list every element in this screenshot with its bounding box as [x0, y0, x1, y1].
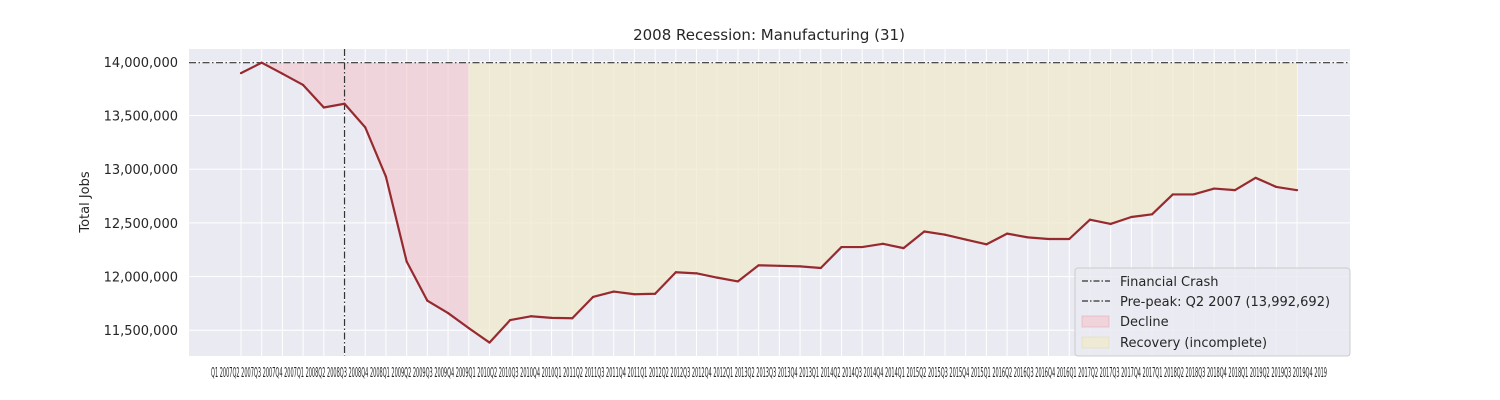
- data-point: [1026, 236, 1029, 239]
- data-point: [757, 264, 760, 267]
- data-point: [1192, 193, 1195, 196]
- data-point: [716, 276, 719, 279]
- y-tick-label: 12,500,000: [104, 217, 178, 232]
- recovery-region: [468, 62, 1297, 343]
- data-point: [840, 245, 843, 249]
- data-point: [1130, 215, 1133, 219]
- legend-label-pre-peak: Pre-peak: Q2 2007 (13,992,692): [1120, 295, 1330, 310]
- y-tick-label: 14,000,000: [104, 56, 178, 71]
- data-point: [571, 317, 574, 320]
- y-axis-ticks: 11,500,000 12,000,000 12,500,000 13,000,000…: [104, 56, 178, 339]
- data-point: [1213, 187, 1216, 190]
- data-point: [695, 272, 698, 275]
- data-point: [591, 295, 595, 299]
- data-point: [426, 299, 429, 302]
- decline-region: [261, 62, 469, 329]
- data-point: [343, 102, 346, 105]
- data-point: [322, 106, 325, 109]
- data-point: [633, 293, 636, 296]
- data-point: [281, 72, 284, 75]
- data-point: [1171, 193, 1174, 196]
- data-point: [529, 315, 532, 318]
- chart-title: 2008 Recession: Manufacturing (31): [633, 26, 905, 44]
- data-point: [923, 230, 926, 233]
- data-point: [1233, 189, 1236, 192]
- data-point: [1254, 176, 1257, 179]
- data-point: [985, 243, 988, 246]
- data-point: [1068, 237, 1071, 241]
- data-point: [1295, 189, 1299, 192]
- data-point: [260, 61, 263, 64]
- data-point: [1088, 218, 1092, 221]
- series-group: [239, 61, 1299, 344]
- data-point: [881, 242, 884, 245]
- y-tick-label: 12,000,000: [104, 271, 178, 286]
- data-point: [654, 292, 657, 295]
- data-point: [1109, 222, 1112, 226]
- data-point: [302, 83, 305, 87]
- data-point: [1006, 232, 1009, 235]
- data-point: [1047, 237, 1050, 241]
- data-point: [798, 265, 802, 268]
- data-point: [964, 238, 967, 241]
- data-point: [550, 316, 553, 319]
- reference-lines: [189, 49, 1350, 356]
- data-point: [902, 247, 905, 250]
- x-tick-labels: Q1 2007Q2 2007Q3 2007Q4 2007Q1 2008Q2 20…: [211, 366, 1327, 381]
- data-point: [488, 341, 491, 344]
- x-axis-ticks: Q1 2007Q2 2007Q3 2007Q4 2007Q1 2008Q2 20…: [211, 366, 1327, 381]
- legend-label-decline: Decline: [1120, 315, 1169, 330]
- data-point: [943, 233, 947, 236]
- y-tick-label: 13,500,000: [104, 110, 178, 125]
- legend-label-financial-crash: Financial Crash: [1120, 275, 1218, 290]
- legend-box: [1074, 267, 1351, 357]
- data-point: [364, 126, 367, 129]
- data-point: [674, 271, 677, 274]
- data-point: [384, 175, 388, 178]
- legend-label-recovery: Recovery (incomplete): [1120, 336, 1267, 351]
- y-axis-label: Total Jobs: [78, 171, 93, 234]
- data-point: [1150, 213, 1154, 216]
- series-line: [240, 61, 1298, 344]
- y-tick-label: 11,500,000: [104, 324, 178, 339]
- legend-swatch-decline: [1081, 315, 1110, 328]
- data-point: [509, 318, 512, 322]
- data-point: [612, 290, 615, 293]
- data-point: [405, 260, 408, 263]
- data-point: [446, 311, 450, 315]
- data-point: [736, 280, 740, 283]
- data-point: [467, 326, 470, 330]
- shaded-regions: [261, 62, 1297, 343]
- y-tick-label: 13,000,000: [104, 163, 178, 178]
- data-point: [1275, 185, 1278, 189]
- data-point: [861, 245, 864, 249]
- data-point: [778, 264, 781, 267]
- data-point: [819, 266, 822, 270]
- legend-swatch-recovery: [1081, 336, 1110, 349]
- data-point: [239, 72, 243, 75]
- legend: Financial Crash Pre-peak: Q2 2007 (13,99…: [1074, 267, 1351, 357]
